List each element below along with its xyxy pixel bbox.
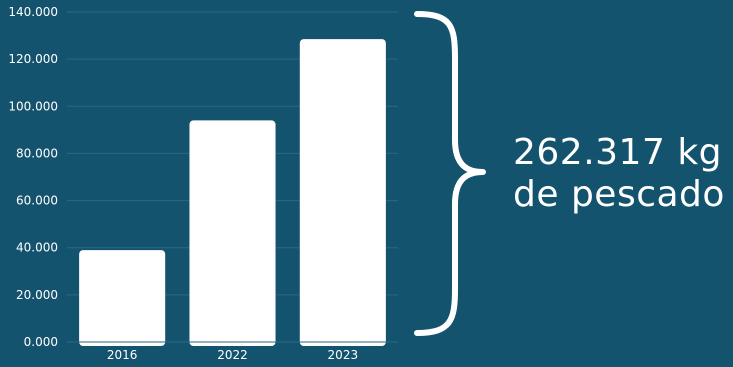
callout-description: de pescado [513,174,725,215]
total-callout: 262.317 kg de pescado [513,132,728,216]
bar-2023 [299,39,386,346]
y-tick-label: 100.000 [8,99,58,113]
y-tick-label: 20.000 [16,288,58,302]
bars [79,39,386,346]
x-tick-label: 2016 [107,348,138,362]
total-brace [414,11,486,336]
y-tick-label: 80.000 [16,146,58,160]
bar-2016 [79,250,166,346]
bar-2022 [189,120,276,346]
y-axis-tick-labels: 0.000 20.000 40.000 60.000 80.000 100.000 120.… [8,5,58,349]
callout-amount: 262.317 kg [513,132,723,173]
y-tick-label: 40.000 [16,241,58,255]
x-tick-label: 2022 [217,348,248,362]
y-tick-label: 0.000 [24,335,58,349]
y-tick-label: 140.000 [8,5,58,19]
x-axis-tick-labels: 2016 2022 2023 [107,348,358,362]
x-tick-label: 2023 [328,348,359,362]
y-tick-label: 60.000 [16,194,58,208]
y-tick-label: 120.000 [8,52,58,66]
